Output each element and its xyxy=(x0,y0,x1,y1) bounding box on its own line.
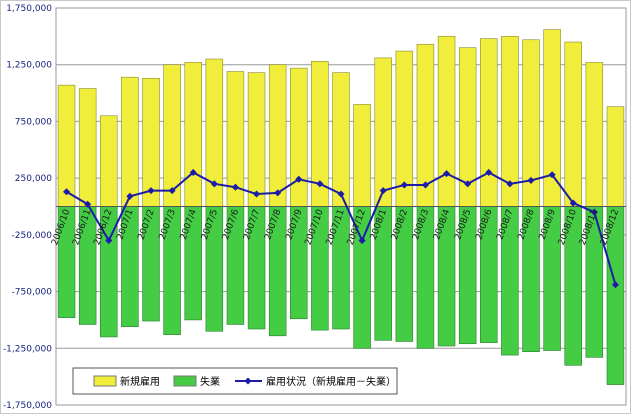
net-employment-point xyxy=(126,192,134,200)
y-tick-label: -750,000 xyxy=(12,288,53,298)
net-employment-point xyxy=(421,181,429,189)
bar-new-hires xyxy=(480,38,498,207)
net-employment-point xyxy=(548,171,556,179)
net-employment-point xyxy=(527,176,535,184)
bar-new-hires xyxy=(100,115,118,207)
net-employment-point xyxy=(84,200,92,208)
bar-new-hires xyxy=(184,62,202,207)
y-tick-label: -1,750,000 xyxy=(3,401,52,411)
bar-series xyxy=(57,29,625,385)
bar-new-hires xyxy=(437,36,456,207)
bar-new-hires xyxy=(247,72,266,207)
y-tick-label: 750,000 xyxy=(15,117,52,127)
y-tick-label: -1,250,000 xyxy=(3,344,52,354)
legend-label-unemployment: 失業 xyxy=(200,375,220,388)
bar-new-hires xyxy=(121,76,139,207)
net-employment-point xyxy=(464,180,472,188)
net-employment-point xyxy=(63,188,71,196)
net-employment-point xyxy=(611,281,619,289)
bar-new-hires xyxy=(268,64,287,207)
net-employment-point xyxy=(337,190,345,198)
bar-new-hires xyxy=(564,41,582,207)
net-employment-point xyxy=(379,187,387,195)
line-series xyxy=(63,168,619,289)
y-axis: 1,750,000 1,250,000 750,000 250,000 -250,000… xyxy=(3,4,52,411)
y-tick-label: -250,000 xyxy=(12,231,53,241)
bar-new-hires xyxy=(353,104,371,207)
net-employment-point xyxy=(147,187,155,195)
net-employment-point xyxy=(168,187,176,195)
legend-swatch-unemployment xyxy=(173,375,197,387)
bar-new-hires xyxy=(374,57,392,207)
bar-new-hires xyxy=(585,62,604,207)
legend-label-new-hires: 新規雇用 xyxy=(120,375,160,388)
legend: 新規雇用 失業 雇用状況（新規雇用－失業） xyxy=(72,367,398,395)
y-tick-label: 1,250,000 xyxy=(6,61,52,71)
bar-new-hires xyxy=(543,29,561,207)
net-employment-point xyxy=(400,181,408,189)
bar-new-hires xyxy=(78,88,97,207)
y-tick-label: 250,000 xyxy=(15,174,52,184)
bar-new-hires xyxy=(606,106,625,207)
net-employment-point xyxy=(274,189,282,197)
net-employment-point xyxy=(189,168,197,177)
net-employment-point xyxy=(210,180,218,188)
net-employment-point xyxy=(485,168,493,177)
net-employment-point xyxy=(358,236,366,245)
net-employment-point xyxy=(295,175,303,183)
bar-new-hires xyxy=(290,67,308,207)
net-employment-point xyxy=(316,180,324,188)
net-employment-point xyxy=(443,170,451,178)
legend-label-net: 雇用状況（新規雇用－失業） xyxy=(266,375,396,388)
legend-marker-net xyxy=(244,377,252,385)
net-employment-point xyxy=(569,199,577,207)
net-employment-point xyxy=(506,180,514,188)
bar-new-hires xyxy=(332,72,350,207)
legend-swatch-new-hires xyxy=(93,375,117,387)
net-employment-point xyxy=(231,183,239,191)
net-employment-point xyxy=(105,236,113,245)
net-employment-point xyxy=(590,208,598,216)
y-tick-label: 1,750,000 xyxy=(6,4,52,14)
